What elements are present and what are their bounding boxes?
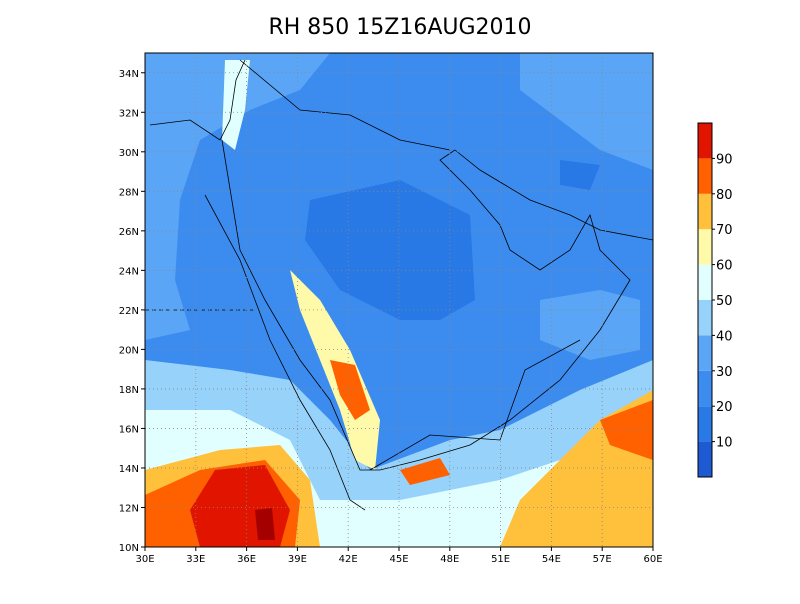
x-tick-label: 42E (339, 554, 358, 565)
y-tick-label: 20N (119, 345, 139, 356)
colorbar-label: 10 (716, 436, 733, 451)
colorbar-label: 90 (716, 152, 733, 167)
y-tick-label: 12N (119, 503, 139, 514)
field-darkred (255, 508, 275, 540)
border (239, 59, 581, 471)
y-tick-label: 32N (119, 108, 139, 119)
colorbar-label: 40 (716, 329, 733, 344)
y-tick-label: 34N (119, 69, 139, 80)
y-tick-label: 18N (119, 385, 139, 396)
field-light (520, 53, 653, 170)
colorbar-bin (698, 370, 712, 407)
title: RH 850 15Z16AUG2010 (268, 15, 531, 40)
colorbar-bin (698, 264, 712, 300)
x-tick-label: 57E (593, 554, 612, 565)
colorbar-bin (698, 193, 712, 230)
colorbar-bin (698, 229, 712, 265)
coastlines (145, 59, 654, 511)
colorbar-bin (698, 406, 712, 442)
y-tick-label: 10N (119, 543, 139, 554)
colorbar-bin (698, 123, 712, 159)
colorbar-bin (698, 441, 712, 477)
y-tick-label: 30N (119, 148, 139, 159)
coastline (149, 59, 246, 141)
colorbar: 10 20 30 40 50 60 70 80 90 (697, 122, 733, 478)
x-tick-label: 39E (288, 554, 307, 565)
colorbar-label: 60 (716, 259, 733, 274)
y-tick-label: 22N (119, 306, 139, 317)
y-tick-label: 28N (119, 187, 139, 198)
y-tick-label: 24N (119, 266, 139, 277)
y-tick-label: 16N (119, 424, 139, 435)
y-tick-label: 26N (119, 227, 139, 238)
colorbar-label: 70 (716, 223, 733, 238)
field-dark (305, 180, 475, 320)
field-light (540, 290, 640, 360)
colorbar-bin (698, 335, 712, 371)
x-tick-label: 33E (186, 554, 205, 565)
rh-field (145, 53, 653, 547)
field-dark (560, 160, 600, 190)
colorbar-label: 50 (716, 294, 733, 309)
x-tick-label: 45E (389, 554, 408, 565)
coastline (221, 139, 631, 471)
y-tick-label: 14N (119, 464, 139, 475)
x-tick-label: 36E (237, 554, 256, 565)
coastline (204, 194, 366, 511)
field-white (222, 60, 250, 150)
field-light (145, 53, 330, 340)
colorbar-bin (698, 300, 712, 336)
x-tick-label: 30E (135, 554, 154, 565)
field-red (330, 360, 370, 420)
colorbar-label: 80 (716, 188, 733, 203)
colorbar-bin (698, 158, 712, 194)
x-tick-label: 54E (542, 554, 561, 565)
x-tick-label: 48E (440, 554, 459, 565)
coastline (454, 149, 654, 241)
x-tick-label: 60E (643, 554, 662, 565)
colorbar-label: 20 (716, 400, 733, 415)
field-red (400, 458, 450, 485)
colorbar-label: 30 (716, 365, 733, 380)
x-tick-label: 51E (491, 554, 510, 565)
field-red (600, 400, 653, 460)
